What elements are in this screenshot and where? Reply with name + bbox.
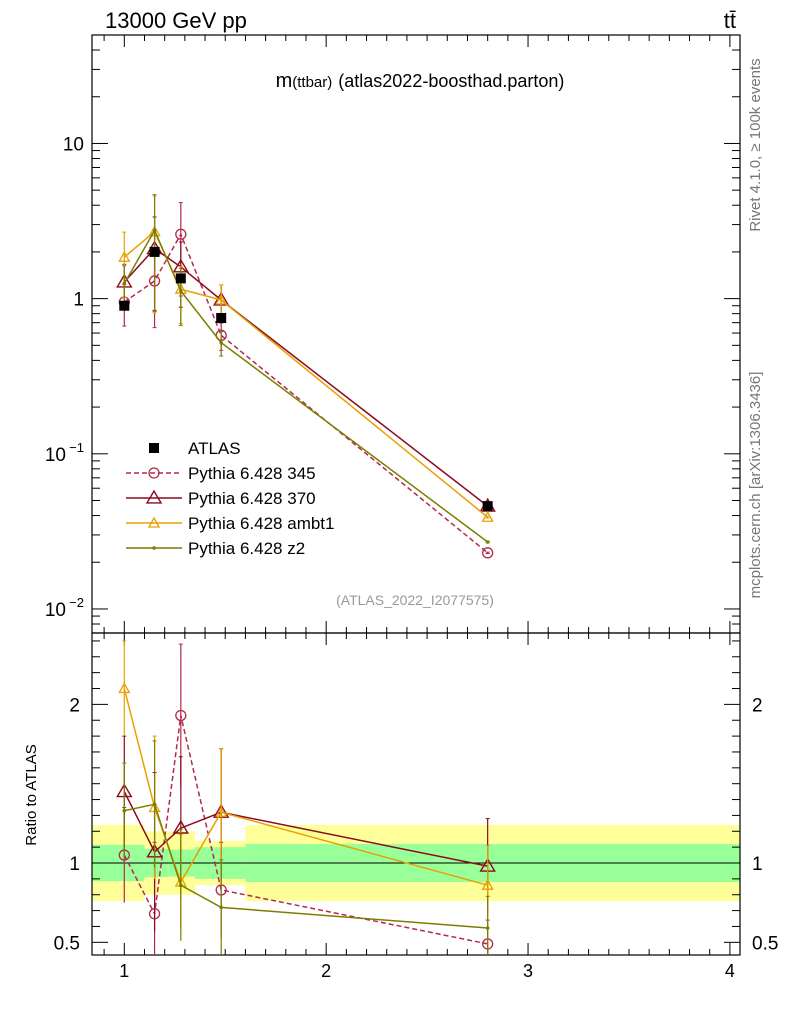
marker-triangle-small	[481, 878, 494, 890]
plot-title-main: m	[276, 70, 293, 92]
y-tick-base: 10	[45, 600, 66, 621]
marker-triangle-small	[481, 510, 494, 522]
y-tick-label: 10	[45, 600, 66, 621]
marker-square	[119, 300, 130, 311]
x-tick-label: 3	[523, 961, 533, 981]
marker-triangle	[145, 489, 163, 504]
legend-label: Pythia 6.428 370	[188, 489, 316, 508]
marker-triangle-small	[118, 682, 131, 694]
marker-dot	[485, 926, 490, 930]
marker-square	[149, 246, 160, 257]
legend-label: Pythia 6.428 345	[188, 464, 316, 483]
marker-square	[175, 273, 186, 284]
plot-title: m(ttbar) (atlas2022-boosthad.parton)	[276, 70, 565, 92]
plot-title-sub: (ttbar)	[292, 74, 332, 91]
ratio-y-tick-label-right: 1	[752, 854, 763, 875]
marker-dot	[152, 546, 156, 550]
ratio-panel: 1 2 3 4 0.5 0.5 1 1 2 2	[54, 35, 778, 981]
marker-circle	[148, 467, 160, 479]
ratio-y-tick-label-right: 0.5	[752, 933, 778, 954]
marker-dot	[152, 228, 157, 233]
marker-circle	[482, 547, 494, 559]
marker-square	[216, 313, 227, 324]
ratio-y-tick-label: 2	[69, 695, 80, 716]
marker-dot	[179, 883, 183, 888]
energy-label: 13000 GeV pp	[105, 8, 247, 33]
analysis-id: (ATLAS_2022_I2077575)	[336, 592, 494, 608]
y-tick-label: 10	[63, 134, 84, 155]
x-tick-label: 4	[725, 961, 735, 981]
marker-dot	[179, 289, 183, 293]
marker-circle	[175, 709, 187, 722]
marker-square	[482, 501, 493, 512]
atlas-points	[119, 246, 493, 512]
ratio-ylabel: Ratio to ATLAS	[23, 744, 40, 845]
y-tick-label: 1	[73, 290, 84, 311]
mcplots-label: mcplots.cern.ch [arXiv:1306.3436]	[747, 372, 764, 599]
marker-dot	[485, 540, 490, 544]
x-tick-label: 2	[321, 961, 331, 981]
marker-dot	[152, 802, 157, 807]
legend-label-atlas: ATLAS	[188, 439, 241, 458]
marker-triangle-small	[215, 293, 228, 305]
marker-square	[149, 443, 159, 453]
marker-dot	[122, 808, 127, 813]
marker-dot	[122, 281, 127, 286]
y-tick-base: 10	[45, 445, 66, 466]
ratio-y-tick-label-right: 2	[752, 695, 763, 716]
legend-label: Pythia 6.428 z2	[188, 539, 305, 558]
marker-triangle-small	[118, 250, 131, 262]
plot-title-rest: (atlas2022-boosthad.parton)	[338, 71, 564, 91]
legend: ATLAS Pythia 6.428 345 Pythia 6.428 370 Pyt…	[126, 439, 334, 558]
marker-dot	[219, 905, 223, 910]
marker-circle	[175, 228, 187, 240]
ratio-frame	[91, 632, 741, 956]
marker-triangle-small	[215, 805, 228, 817]
y-tick-exp: −1	[69, 440, 84, 455]
y-tick-label: 10	[45, 445, 66, 466]
legend-label: Pythia 6.428 ambt1	[188, 514, 334, 533]
ratio-series-3	[122, 740, 490, 955]
ratio-y-tick-label: 1	[69, 854, 80, 875]
marker-triangle-small	[147, 516, 161, 528]
ratio-y-tick-label: 0.5	[54, 933, 80, 954]
marker-dot	[219, 340, 223, 345]
ratio-series-0	[118, 643, 494, 955]
x-tick-label: 1	[119, 961, 129, 981]
process-label: tt̄	[724, 8, 736, 33]
y-tick-exp: −2	[69, 595, 84, 610]
rivet-label: Rivet 4.1.0, ≥ 100k events	[747, 58, 764, 231]
